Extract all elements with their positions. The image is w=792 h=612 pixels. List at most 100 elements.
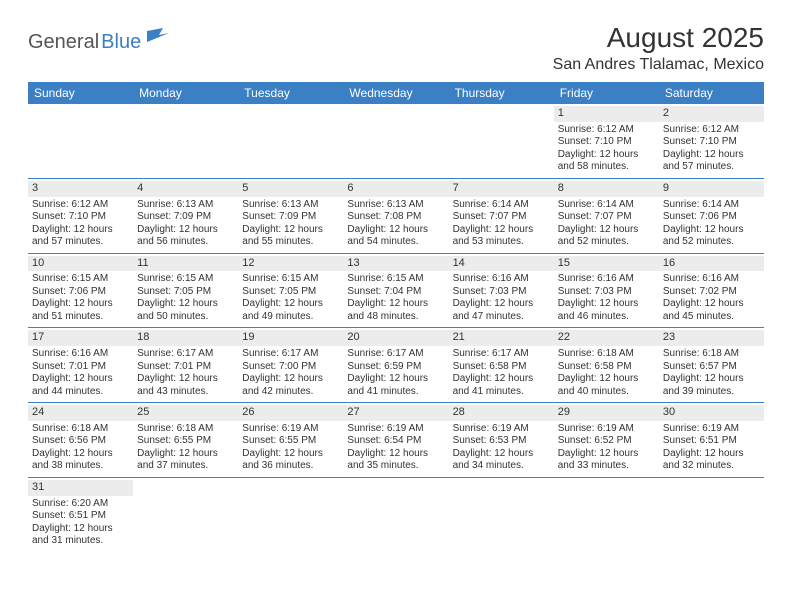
calendar-cell: 11Sunrise: 6:15 AMSunset: 7:05 PMDayligh… (133, 253, 238, 328)
day-number: 29 (554, 405, 659, 421)
calendar-cell: 26 Sunrise: 6:19 AMSunset: 6:55 PMDayligh… (238, 403, 343, 478)
calendar-cell: 27 Sunrise: 6:19 AMSunset: 6:54 PMDayligh… (343, 403, 448, 478)
weekday-row: Sunday Monday Tuesday Wednesday Thursday… (28, 82, 764, 104)
flag-icon (147, 28, 169, 47)
day-number: 25 (133, 405, 238, 421)
day-details: Sunrise: 6:13 AMSunset: 7:09 PMDaylight:… (137, 199, 234, 249)
location: San Andres Tlalamac, Mexico (553, 56, 764, 74)
calendar-cell: 22Sunrise: 6:18 AMSunset: 6:58 PMDayligh… (554, 328, 659, 403)
day-number: 5 (238, 181, 343, 197)
day-details: Sunrise: 6:15 AMSunset: 7:06 PMDaylight:… (32, 273, 129, 323)
calendar-cell: 15Sunrise: 6:16 AMSunset: 7:03 PMDayligh… (554, 253, 659, 328)
day-details: Sunrise: 6:16 AMSunset: 7:03 PMDaylight:… (558, 273, 655, 323)
calendar-cell: 1Sunrise: 6:12 AMSunset: 7:10 PMDaylight… (554, 104, 659, 178)
calendar-cell: 5 Sunrise: 6:13 AMSunset: 7:09 PMDaylight… (238, 178, 343, 253)
header: GeneralBlue August 2025 San Andres Tlala… (28, 22, 764, 74)
day-details: Sunrise: 6:15 AMSunset: 7:05 PMDaylight:… (242, 273, 339, 323)
day-number: 31 (28, 480, 133, 496)
day-details: Sunrise: 6:17 AMSunset: 7:00 PMDaylight:… (242, 348, 339, 398)
calendar-cell: 30 Sunrise: 6:19 AMSunset: 6:51 PMDayligh… (659, 403, 764, 478)
day-number: 22 (554, 330, 659, 346)
day-number: 10 (28, 256, 133, 272)
calendar-cell (28, 104, 133, 178)
calendar-cell (449, 477, 554, 551)
calendar-cell (238, 104, 343, 178)
calendar-cell (343, 477, 448, 551)
calendar-cell: 31 Sunrise: 6:20 AMSunset: 6:51 PMDayligh… (28, 477, 133, 551)
calendar-cell: 14Sunrise: 6:16 AMSunset: 7:03 PMDayligh… (449, 253, 554, 328)
day-number: 26 (238, 405, 343, 421)
calendar-week: 31 Sunrise: 6:20 AMSunset: 6:51 PMDayligh… (28, 477, 764, 551)
calendar-cell: 25 Sunrise: 6:18 AMSunset: 6:55 PMDayligh… (133, 403, 238, 478)
calendar-week: 3 Sunrise: 6:12 AMSunset: 7:10 PMDaylight… (28, 178, 764, 253)
calendar-cell (449, 104, 554, 178)
calendar-cell (343, 104, 448, 178)
title-block: August 2025 San Andres Tlalamac, Mexico (553, 22, 764, 74)
calendar-cell: 17 Sunrise: 6:16 AMSunset: 7:01 PMDayligh… (28, 328, 133, 403)
day-number: 19 (238, 330, 343, 346)
calendar-week: 24Sunrise: 6:18 AMSunset: 6:56 PMDayligh… (28, 403, 764, 478)
day-details: Sunrise: 6:17 AMSunset: 6:58 PMDaylight:… (453, 348, 550, 398)
calendar-cell: 28Sunrise: 6:19 AMSunset: 6:53 PMDayligh… (449, 403, 554, 478)
day-details: Sunrise: 6:15 AMSunset: 7:04 PMDaylight:… (347, 273, 444, 323)
day-details: Sunrise: 6:17 AMSunset: 6:59 PMDaylight:… (347, 348, 444, 398)
day-number: 17 (28, 330, 133, 346)
calendar-week: 17 Sunrise: 6:16 AMSunset: 7:01 PMDayligh… (28, 328, 764, 403)
day-details: Sunrise: 6:16 AMSunset: 7:02 PMDaylight:… (663, 273, 760, 323)
calendar-cell: 24Sunrise: 6:18 AMSunset: 6:56 PMDayligh… (28, 403, 133, 478)
day-details: Sunrise: 6:14 AMSunset: 7:07 PMDaylight:… (453, 199, 550, 249)
weekday-header: Sunday (28, 82, 133, 104)
calendar-cell (238, 477, 343, 551)
weekday-header: Monday (133, 82, 238, 104)
calendar-cell: 13Sunrise: 6:15 AMSunset: 7:04 PMDayligh… (343, 253, 448, 328)
calendar-cell: 21 Sunrise: 6:17 AMSunset: 6:58 PMDayligh… (449, 328, 554, 403)
calendar-cell: 29 Sunrise: 6:19 AMSunset: 6:52 PMDayligh… (554, 403, 659, 478)
calendar-cell: 16Sunrise: 6:16 AMSunset: 7:02 PMDayligh… (659, 253, 764, 328)
day-details: Sunrise: 6:17 AMSunset: 7:01 PMDaylight:… (137, 348, 234, 398)
day-number: 14 (449, 256, 554, 272)
day-details: Sunrise: 6:16 AMSunset: 7:03 PMDaylight:… (453, 273, 550, 323)
day-number: 1 (554, 106, 659, 122)
day-details: Sunrise: 6:14 AMSunset: 7:06 PMDaylight:… (663, 199, 760, 249)
day-number: 13 (343, 256, 448, 272)
calendar-cell: 9 Sunrise: 6:14 AMSunset: 7:06 PMDaylight… (659, 178, 764, 253)
day-number: 4 (133, 181, 238, 197)
weekday-header: Tuesday (238, 82, 343, 104)
day-details: Sunrise: 6:20 AMSunset: 6:51 PMDaylight:… (32, 498, 129, 548)
calendar-cell (133, 104, 238, 178)
day-details: Sunrise: 6:16 AMSunset: 7:01 PMDaylight:… (32, 348, 129, 398)
day-number: 11 (133, 256, 238, 272)
day-details: Sunrise: 6:19 AMSunset: 6:54 PMDaylight:… (347, 423, 444, 473)
day-details: Sunrise: 6:19 AMSunset: 6:51 PMDaylight:… (663, 423, 760, 473)
day-number: 6 (343, 181, 448, 197)
logo: GeneralBlue (28, 28, 169, 57)
day-number: 30 (659, 405, 764, 421)
calendar-cell: 10Sunrise: 6:15 AMSunset: 7:06 PMDayligh… (28, 253, 133, 328)
weekday-header: Saturday (659, 82, 764, 104)
day-details: Sunrise: 6:19 AMSunset: 6:55 PMDaylight:… (242, 423, 339, 473)
calendar-cell: 7Sunrise: 6:14 AMSunset: 7:07 PMDaylight… (449, 178, 554, 253)
calendar-cell: 4 Sunrise: 6:13 AMSunset: 7:09 PMDaylight… (133, 178, 238, 253)
day-number: 23 (659, 330, 764, 346)
calendar-table: Sunday Monday Tuesday Wednesday Thursday… (28, 82, 764, 552)
day-details: Sunrise: 6:18 AMSunset: 6:56 PMDaylight:… (32, 423, 129, 473)
month-title: August 2025 (553, 22, 764, 54)
calendar-week: 1Sunrise: 6:12 AMSunset: 7:10 PMDaylight… (28, 104, 764, 178)
weekday-header: Friday (554, 82, 659, 104)
day-number: 8 (554, 181, 659, 197)
day-details: Sunrise: 6:18 AMSunset: 6:55 PMDaylight:… (137, 423, 234, 473)
day-details: Sunrise: 6:14 AMSunset: 7:07 PMDaylight:… (558, 199, 655, 249)
calendar-cell: 18Sunrise: 6:17 AMSunset: 7:01 PMDayligh… (133, 328, 238, 403)
day-number: 27 (343, 405, 448, 421)
calendar-cell: 12Sunrise: 6:15 AMSunset: 7:05 PMDayligh… (238, 253, 343, 328)
day-details: Sunrise: 6:19 AMSunset: 6:52 PMDaylight:… (558, 423, 655, 473)
day-details: Sunrise: 6:13 AMSunset: 7:09 PMDaylight:… (242, 199, 339, 249)
logo-text-blue: Blue (101, 31, 141, 54)
day-number: 21 (449, 330, 554, 346)
day-number: 3 (28, 181, 133, 197)
day-number: 9 (659, 181, 764, 197)
day-details: Sunrise: 6:12 AMSunset: 7:10 PMDaylight:… (32, 199, 129, 249)
calendar-cell (554, 477, 659, 551)
day-number: 16 (659, 256, 764, 272)
calendar-cell: 2Sunrise: 6:12 AMSunset: 7:10 PMDaylight… (659, 104, 764, 178)
